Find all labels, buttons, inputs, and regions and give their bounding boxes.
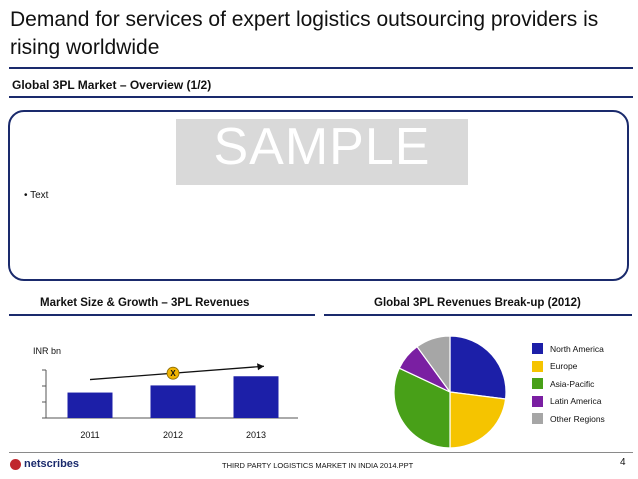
growth-marker-icon [166, 366, 180, 380]
bar-chart-title-rule [9, 314, 315, 316]
bar-chart-unit-label: INR bn [33, 346, 62, 356]
x-tick-2013: 2013 [245, 430, 267, 440]
legend-swatch [532, 395, 543, 407]
bar-2011 [67, 392, 113, 418]
overview-box [8, 110, 629, 281]
footer-filename: THIRD PARTY LOGISTICS MARKET IN INDIA 20… [222, 461, 414, 470]
legend-label: Asia-Pacific [550, 378, 595, 389]
bar-2012 [150, 385, 196, 418]
page-number: 4 [620, 457, 626, 468]
legend-swatch [532, 378, 543, 390]
legend-item-north-america: North America [532, 340, 605, 358]
x-tick-2011: 2011 [80, 430, 100, 440]
growth-arrowhead [257, 363, 264, 371]
pie-slice-asia-pacific [393, 367, 451, 449]
bar-2013 [233, 376, 279, 418]
section-subtitle: Global 3PL Market – Overview (1/2) [12, 78, 212, 92]
page-title: Demand for services of expert logistics … [10, 8, 599, 59]
legend-item-other-regions: Other Regions [532, 410, 605, 428]
legend-swatch [532, 413, 543, 425]
bar-chart-title: Market Size & Growth – 3PL Revenues [40, 297, 250, 309]
sample-watermark: SAMPLE [213, 118, 431, 176]
pie-chart-title-rule [324, 314, 632, 316]
pie-chart [393, 335, 507, 449]
title-divider [9, 67, 633, 69]
legend-item-europe: Europe [532, 358, 605, 376]
overview-bullet: • Text [24, 190, 49, 201]
legend-label: Latin America [550, 396, 602, 407]
logo-mark-icon [10, 458, 21, 470]
netscribes-logo: netscribes [10, 458, 79, 470]
legend-swatch [532, 343, 543, 355]
bar-chart: X [42, 363, 298, 419]
sample-watermark-box [176, 119, 468, 185]
subtitle-divider [9, 96, 633, 98]
legend-item-asia-pacific: Asia-Pacific [532, 375, 605, 393]
legend-label: Other Regions [550, 413, 605, 424]
pie-slice-other-regions [416, 335, 451, 394]
pie-chart-title: Global 3PL Revenues Break-up (2012) [374, 297, 581, 309]
x-tick-2012: 2012 [162, 430, 184, 440]
growth-marker-label: X [170, 369, 176, 378]
legend-label: Europe [550, 361, 578, 372]
legend-label: North America [550, 343, 604, 354]
legend-item-latin-america: Latin America [532, 393, 605, 411]
footer-divider [9, 452, 633, 453]
logo-text: netscribes [24, 458, 80, 470]
legend-swatch [532, 360, 543, 372]
pie-chart-legend: North America Europe Asia-Pacific Latin Ame… [532, 340, 605, 428]
pie-slice-europe [449, 391, 507, 449]
pie-slice-north-america [449, 335, 507, 400]
